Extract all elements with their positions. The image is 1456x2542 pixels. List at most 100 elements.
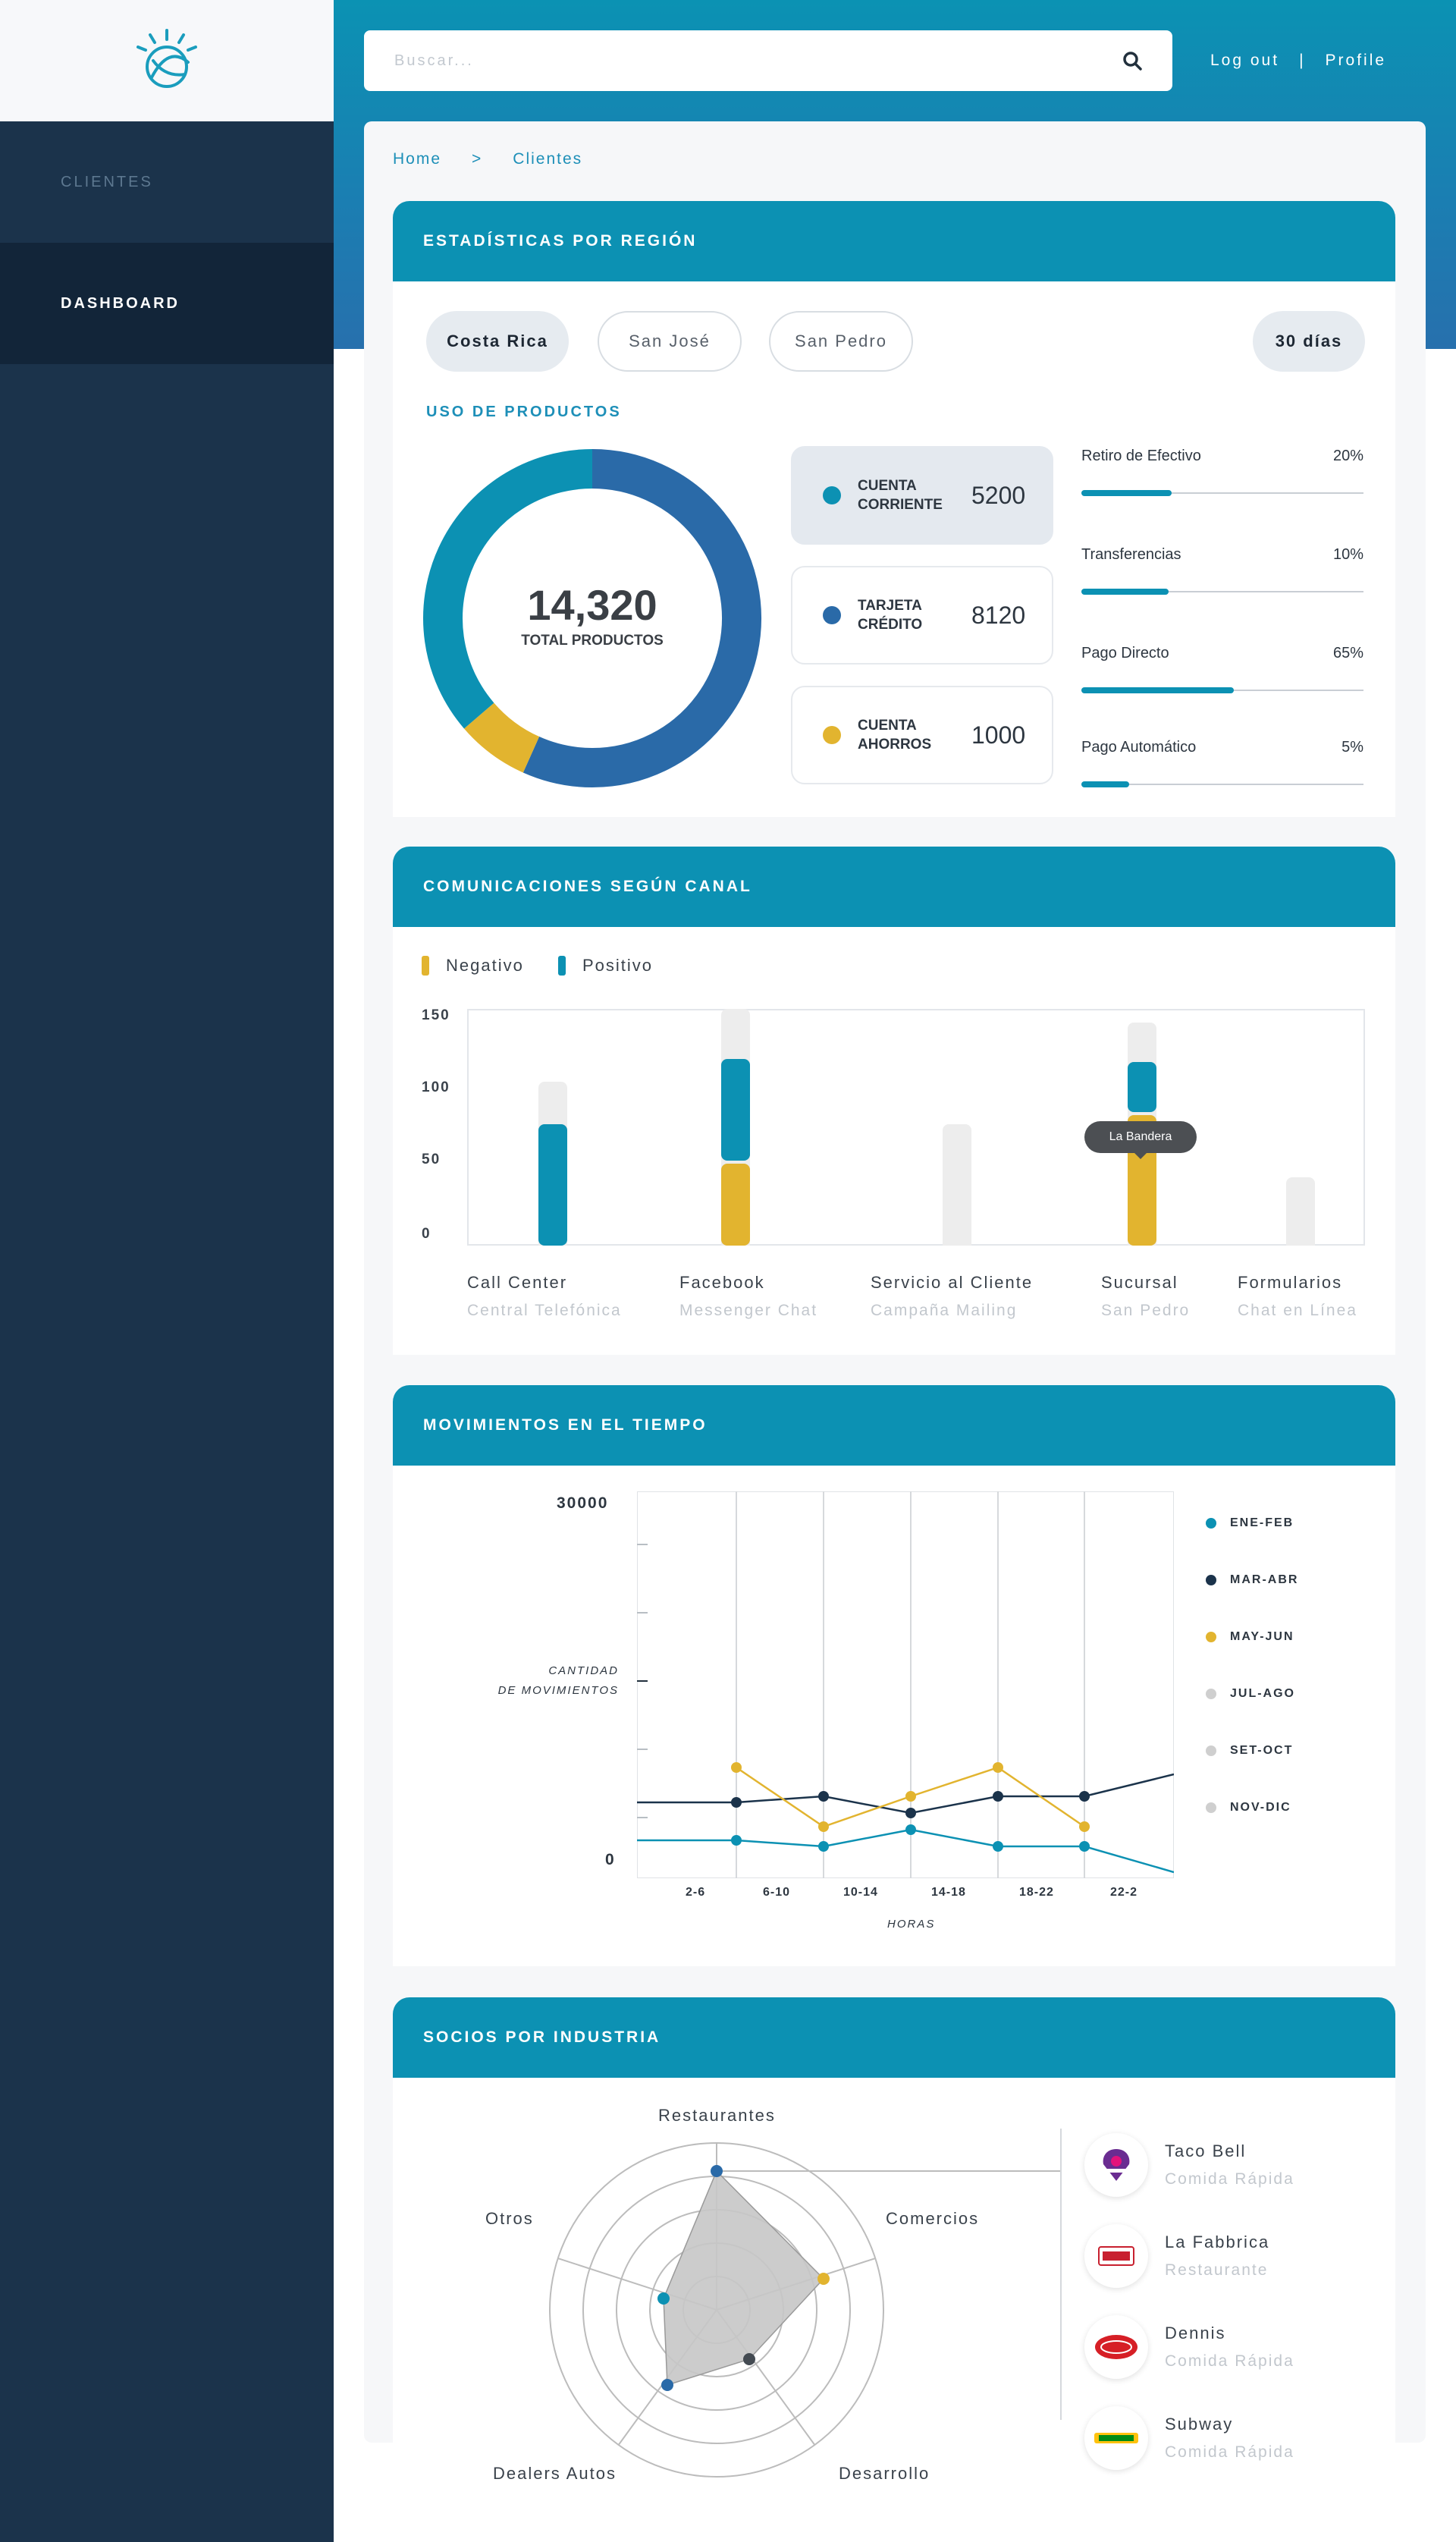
partner-subway[interactable]: Subway Comida Rápida [1084, 2406, 1294, 2470]
data-point [731, 1835, 742, 1846]
partner-type: Restaurante [1165, 2261, 1269, 2279]
metric-label: Pago Automático [1081, 739, 1197, 756]
x-tick: 18-22 [1019, 1886, 1054, 1899]
logout-link[interactable]: Log out [1210, 52, 1280, 69]
category-sublabel: Chat en Línea [1238, 1302, 1357, 1319]
data-point [1079, 1791, 1090, 1802]
region-stats-title: ESTADÍSTICAS POR REGIÓN [393, 201, 1395, 281]
x-tick: 2-6 [686, 1886, 706, 1899]
header-links: Log out | Profile [1210, 46, 1386, 76]
partner-name: Subway [1165, 2415, 1234, 2434]
legend-item[interactable]: MAR-ABR [1206, 1573, 1298, 1587]
data-point [818, 1791, 829, 1802]
partner-dennis[interactable]: Dennis Comida Rápida [1084, 2315, 1294, 2379]
donut-segment [423, 449, 593, 729]
partner-type: Comida Rápida [1165, 2443, 1294, 2461]
metric-retiro-efectivo: Retiro de Efectivo 20% [1081, 448, 1363, 496]
radar-point [661, 2379, 673, 2391]
radar-axis-label: Dealers Autos [493, 2464, 617, 2483]
legend-item[interactable]: ENE-FEB [1206, 1516, 1294, 1530]
partner-taco-bell[interactable]: Taco Bell Comida Rápida [1084, 2133, 1294, 2197]
products-donut-chart [423, 449, 761, 787]
radar-point [657, 2292, 670, 2305]
search-icon[interactable] [1122, 51, 1142, 71]
breadcrumb-home[interactable]: Home [393, 150, 442, 168]
legend-positive: Positivo [558, 956, 653, 976]
legend-item[interactable]: SET-OCT [1206, 1744, 1293, 1758]
partner-name: Dennis [1165, 2324, 1226, 2342]
y-axis-label: CANTIDAD DE MOVIMIENTOS [497, 1664, 619, 1697]
data-point [993, 1841, 1003, 1852]
category-label: Facebook [679, 1273, 765, 1292]
metric-pago-automatico: Pago Automático 5% [1081, 739, 1363, 787]
la-fabbrica-logo-icon [1084, 2224, 1148, 2288]
radar-point [817, 2273, 830, 2285]
search-bar[interactable]: Buscar... [364, 30, 1172, 91]
data-point [905, 1791, 916, 1802]
data-point [1079, 1821, 1090, 1832]
chart-frame [637, 1491, 1174, 1878]
product-name: CUENTA CORRIENTE [858, 478, 943, 513]
y-min-label: 0 [605, 1851, 616, 1868]
legend-dot-icon [1206, 1632, 1216, 1642]
legend-dot-icon [1206, 1575, 1216, 1585]
bar-background [943, 1124, 971, 1246]
total-products-label: TOTAL PRODUCTOS [521, 633, 664, 649]
data-point [993, 1762, 1003, 1773]
product-card-cuenta-corriente[interactable]: CUENTA CORRIENTE 5200 [791, 446, 1053, 545]
metric-pago-directo: Pago Directo 65% [1081, 645, 1363, 693]
legend-negative: Negativo [422, 956, 524, 976]
metric-label: Pago Directo [1081, 645, 1169, 661]
x-tick: 10-14 [843, 1886, 878, 1899]
product-card-cuenta-ahorros[interactable]: CUENTA AHORROS 1000 [791, 686, 1053, 784]
legend-dot-icon [1206, 1745, 1216, 1756]
data-point [905, 1808, 916, 1818]
category-sublabel: San Pedro [1101, 1302, 1191, 1319]
data-point [731, 1797, 742, 1808]
legend-item[interactable]: NOV-DIC [1206, 1801, 1291, 1815]
movements-line-chart [637, 1491, 1174, 1878]
x-axis-label: HORAS [887, 1918, 936, 1931]
radar-area [663, 2170, 825, 2386]
bar-positive[interactable] [538, 1124, 567, 1246]
series-line [637, 1773, 1174, 1815]
metric-value: 20% [1332, 448, 1363, 464]
x-tick: 14-18 [931, 1886, 966, 1899]
product-card-tarjeta-credito[interactable]: TARJETA CRÉDITO 8120 [791, 566, 1053, 665]
metric-value: 65% [1332, 645, 1363, 661]
logo-area[interactable] [0, 0, 334, 121]
sidebar-item-dashboard[interactable]: DASHBOARD [0, 243, 334, 364]
period-selector[interactable]: 30 días [1253, 311, 1365, 372]
bar-negative[interactable] [721, 1164, 750, 1246]
product-name: CUENTA AHORROS [858, 718, 932, 753]
legend-item[interactable]: MAY-JUN [1206, 1630, 1294, 1644]
x-tick: 22-2 [1110, 1886, 1138, 1899]
data-point [1079, 1841, 1090, 1852]
chip-san-pedro[interactable]: San Pedro [769, 311, 913, 372]
ibm-watson-logo-icon[interactable] [129, 23, 205, 99]
metric-transferencias: Transferencias 10% [1081, 546, 1363, 595]
bar-positive[interactable] [1128, 1062, 1156, 1112]
bar-positive[interactable] [721, 1059, 750, 1161]
y-tick: 100 [422, 1079, 450, 1095]
sidebar-item-clientes[interactable]: CLIENTES [61, 173, 153, 190]
movements-card: MOVIMIENTOS EN EL TIEMPO [393, 1385, 1395, 1966]
radar-axis-label: Comercios [886, 2209, 980, 2228]
radar-axis-label: Desarrollo [839, 2464, 930, 2483]
metric-value: 5% [1341, 739, 1363, 756]
chip-costa-rica[interactable]: Costa Rica [426, 311, 569, 372]
legend-item[interactable]: JUL-AGO [1206, 1687, 1295, 1701]
donut-segment [464, 702, 540, 773]
sidebar: CLIENTES DASHBOARD [0, 0, 334, 2542]
search-input[interactable]: Buscar... [394, 52, 474, 69]
profile-link[interactable]: Profile [1325, 52, 1387, 69]
partner-la-fabbrica[interactable]: La Fabbrica Restaurante [1084, 2224, 1269, 2288]
data-point [818, 1821, 829, 1832]
movements-title: MOVIMIENTOS EN EL TIEMPO [393, 1385, 1395, 1466]
progress-fill [1081, 490, 1172, 496]
breadcrumb-current[interactable]: Clientes [513, 150, 583, 168]
progress-fill [1081, 687, 1234, 693]
chip-san-jose[interactable]: San José [598, 311, 742, 372]
y-max-label: 30000 [557, 1494, 609, 1512]
partners-title: SOCIOS POR INDUSTRIA [393, 1997, 1395, 2078]
